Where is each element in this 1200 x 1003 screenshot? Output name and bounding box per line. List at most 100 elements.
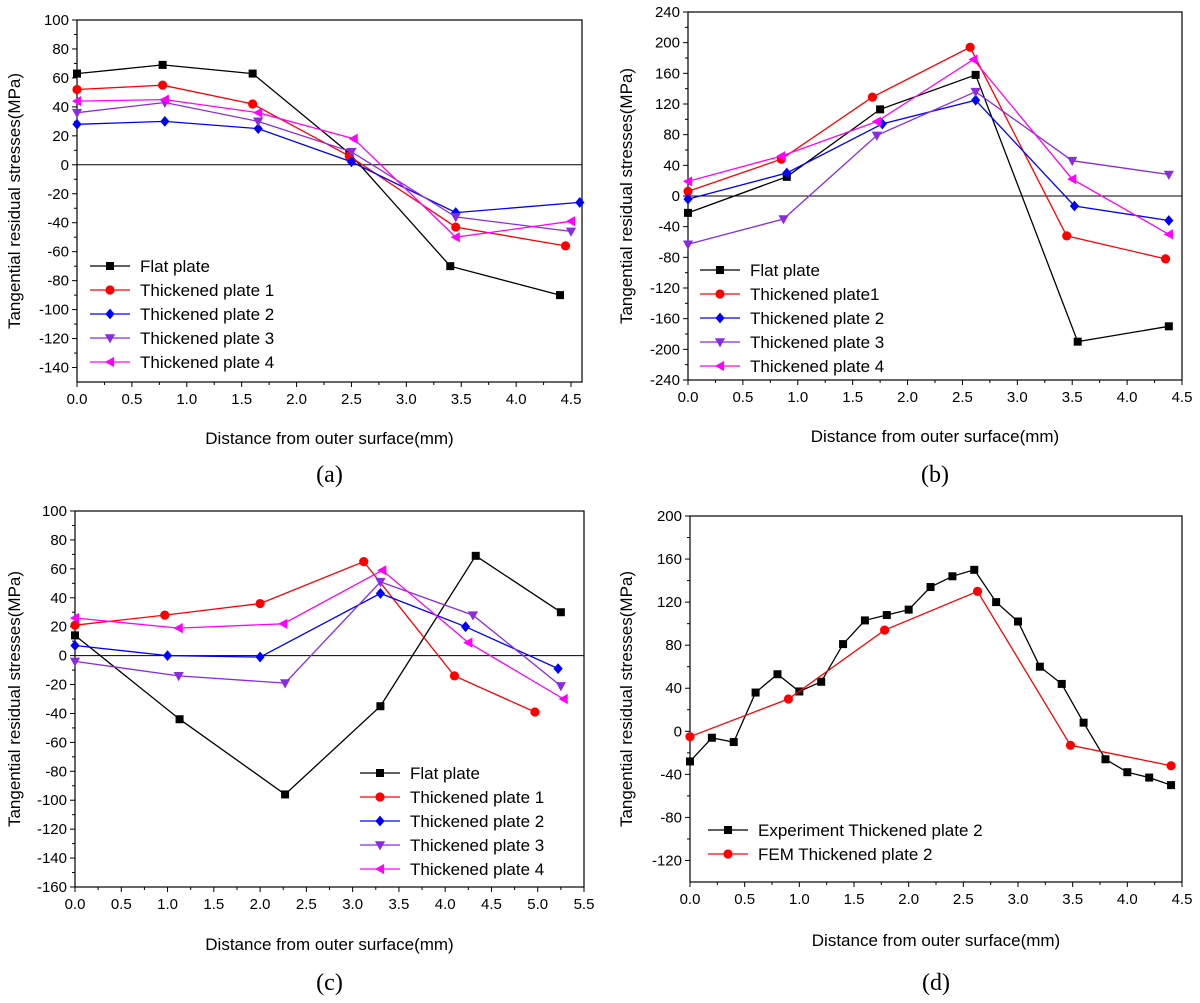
data-point [446,262,455,271]
legend-label: Thickened plate 2 [750,309,884,328]
data-point [375,588,385,599]
data-point [1123,768,1132,777]
data-point [1067,174,1077,185]
x-tick-label: 0.5 [111,896,132,913]
y-tick-label: -120 [39,331,69,348]
y-tick-label: -40 [45,705,67,722]
data-point [565,216,576,227]
data-point [682,240,694,250]
y-tick-label: 100 [44,12,69,29]
y-tick-label: 80 [50,532,67,549]
series-line [74,581,562,687]
data-point [471,551,480,560]
chart-panel-b: 0.0 0.5 1.0 1.5 2.0 2.5 3.0 3.5 4.0 4.5 -240 -200 -1… [617,4,1192,488]
data-point [1062,231,1072,241]
data-point [782,167,792,179]
x-tick-label: 4.5 [561,391,582,408]
panel-label: (b) [921,462,949,488]
x-tick-label: 4.5 [1172,891,1193,908]
y-tick-label: -60 [47,244,69,261]
y-tick-label: 80 [52,41,69,58]
y-tick-label: -80 [47,273,69,290]
legend-marker [376,769,384,777]
series-line [74,569,564,700]
x-tick-label: 0.5 [732,389,753,406]
x-tick-label: 2.0 [250,896,271,913]
data-point [1163,170,1174,180]
x-tick-label: 1.5 [842,389,863,406]
legend-marker [105,308,115,320]
plot-frame [76,19,583,383]
x-tick-label: 1.5 [203,896,224,913]
data-point [860,616,869,625]
legend-label: Flat plate [750,261,820,280]
legend: Flat plate Thickened plate1 Thickened plat… [700,261,884,376]
data-point [162,650,173,662]
data-point [463,637,473,648]
y-tick-label: -80 [658,249,680,266]
data-point [773,670,782,679]
x-tick-label: 1.5 [231,391,252,408]
data-point [279,679,291,689]
legend-label: Thickened plate 4 [140,353,274,372]
data-point [72,84,82,95]
y-tick-label: -40 [660,766,682,783]
x-tick-label: 0.0 [65,896,86,913]
data-point [346,156,357,168]
data-point [683,186,693,196]
y-tick-label: -240 [650,372,680,389]
legend-marker [714,360,725,372]
data-point [684,208,692,217]
data-point [972,586,983,596]
data-point [71,631,79,640]
data-point [867,92,878,102]
series-line [76,64,561,296]
data-point [69,612,80,624]
x-axis-title: Distance from outer surface(mm) [812,931,1060,950]
data-point [158,60,167,69]
x-tick-label: 1.0 [176,391,197,408]
x-tick-label: 4.5 [481,896,502,913]
x-axis-title: Distance from outer surface(mm) [205,429,453,448]
x-tick-label: 3.0 [396,391,417,408]
data-point [575,197,585,208]
y-tick-label: 20 [50,619,67,636]
legend-marker [105,285,115,295]
legend-label: Thickened plate1 [750,285,879,304]
x-axis-title: Distance from outer surface(mm) [811,427,1059,446]
data-point [682,176,693,187]
data-point [281,790,290,799]
legend-marker [104,356,115,368]
data-point [255,598,265,609]
data-point [467,611,479,621]
y-tick-label: 200 [657,508,682,525]
data-point [560,241,571,251]
y-tick-label: -20 [45,677,67,694]
x-tick-label: 0.5 [121,391,142,408]
x-tick-label: 0.0 [678,389,699,406]
series-line [689,590,1172,767]
y-tick-label: -120 [652,852,682,869]
data-point [776,151,786,162]
legend-marker [723,849,733,859]
series-line [76,84,566,247]
x-tick-label: 2.5 [296,896,317,913]
data-point [248,69,257,78]
data-point [556,291,565,300]
y-tick-label: -20 [47,186,69,203]
series-line [687,99,1169,222]
data-point [968,54,978,65]
legend-label: Flat plate [140,257,210,276]
data-point [1160,254,1171,264]
series-line [74,592,559,670]
x-tick-label: 3.5 [451,391,472,408]
data-point [992,598,1001,607]
x-tick-label: 0.0 [680,891,701,908]
data-point [1079,718,1088,727]
data-point [948,572,957,581]
data-point [1164,322,1173,331]
y-tick-label: -40 [47,215,69,232]
data-point [1073,337,1082,346]
data-point [248,99,258,109]
legend-marker [715,289,725,299]
